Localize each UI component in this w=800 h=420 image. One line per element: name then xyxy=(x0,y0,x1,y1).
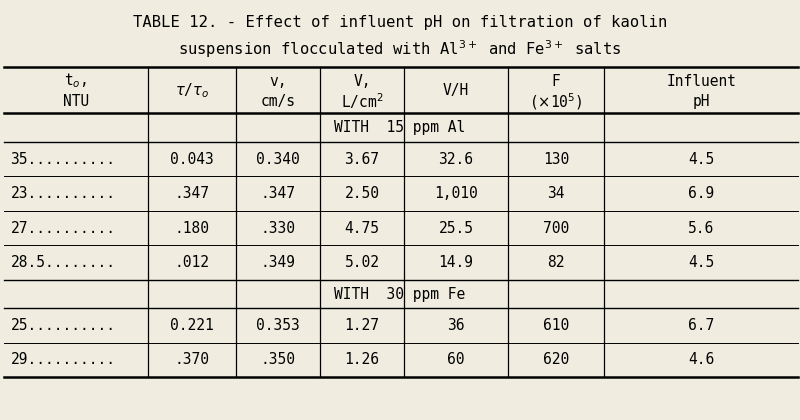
Text: 1.27: 1.27 xyxy=(345,318,379,333)
Text: 4.6: 4.6 xyxy=(688,352,714,368)
Text: 1,010: 1,010 xyxy=(434,186,478,201)
Text: 82: 82 xyxy=(547,255,565,270)
Text: ($\times$10$^5$): ($\times$10$^5$) xyxy=(530,91,582,112)
Text: .370: .370 xyxy=(174,352,210,368)
Text: WITH  15 ppm Al: WITH 15 ppm Al xyxy=(334,120,466,135)
Text: F: F xyxy=(552,74,560,89)
Text: 620: 620 xyxy=(543,352,569,368)
Text: 60: 60 xyxy=(447,352,465,368)
Text: 1.26: 1.26 xyxy=(345,352,379,368)
Text: 0.340: 0.340 xyxy=(256,152,300,167)
Text: t$_o$,: t$_o$, xyxy=(65,72,87,90)
Text: 23..........: 23.......... xyxy=(10,186,115,201)
Text: 5.02: 5.02 xyxy=(345,255,379,270)
Text: $\tau$/$\tau$$_o$: $\tau$/$\tau$$_o$ xyxy=(175,81,209,100)
Text: 4.5: 4.5 xyxy=(688,152,714,167)
Text: 6.7: 6.7 xyxy=(688,318,714,333)
Text: Influent: Influent xyxy=(666,74,736,89)
Text: 28.5........: 28.5........ xyxy=(10,255,115,270)
Text: V/H: V/H xyxy=(443,83,469,98)
Text: 130: 130 xyxy=(543,152,569,167)
Text: .180: .180 xyxy=(174,220,210,236)
Text: 34: 34 xyxy=(547,186,565,201)
Text: 36: 36 xyxy=(447,318,465,333)
Text: 5.6: 5.6 xyxy=(688,220,714,236)
Text: 700: 700 xyxy=(543,220,569,236)
Text: 4.5: 4.5 xyxy=(688,255,714,270)
Text: 3.67: 3.67 xyxy=(345,152,379,167)
Text: L/cm$^2$: L/cm$^2$ xyxy=(341,92,383,111)
Text: .347: .347 xyxy=(174,186,210,201)
Text: WITH  30 ppm Fe: WITH 30 ppm Fe xyxy=(334,286,466,302)
Text: cm/s: cm/s xyxy=(261,94,295,109)
Text: 0.043: 0.043 xyxy=(170,152,214,167)
Text: NTU: NTU xyxy=(63,94,89,109)
Text: suspension flocculated with Al$^{3+}$ and Fe$^{3+}$ salts: suspension flocculated with Al$^{3+}$ an… xyxy=(178,38,622,60)
Text: 25..........: 25.......... xyxy=(10,318,115,333)
Text: .349: .349 xyxy=(261,255,295,270)
Text: .347: .347 xyxy=(261,186,295,201)
Text: V,: V, xyxy=(354,74,370,89)
Text: 29..........: 29.......... xyxy=(10,352,115,368)
Text: .012: .012 xyxy=(174,255,210,270)
Text: 32.6: 32.6 xyxy=(438,152,474,167)
Text: 14.9: 14.9 xyxy=(438,255,474,270)
Text: 25.5: 25.5 xyxy=(438,220,474,236)
Text: .330: .330 xyxy=(261,220,295,236)
Text: TABLE 12. - Effect of influent pH on filtration of kaolin: TABLE 12. - Effect of influent pH on fil… xyxy=(133,15,667,30)
Text: v,: v, xyxy=(270,74,286,89)
Text: 4.75: 4.75 xyxy=(345,220,379,236)
Text: .350: .350 xyxy=(261,352,295,368)
Text: 610: 610 xyxy=(543,318,569,333)
Text: pH: pH xyxy=(693,94,710,109)
Text: 6.9: 6.9 xyxy=(688,186,714,201)
Text: 27..........: 27.......... xyxy=(10,220,115,236)
Text: 2.50: 2.50 xyxy=(345,186,379,201)
Text: 35..........: 35.......... xyxy=(10,152,115,167)
Text: 0.221: 0.221 xyxy=(170,318,214,333)
Text: 0.353: 0.353 xyxy=(256,318,300,333)
